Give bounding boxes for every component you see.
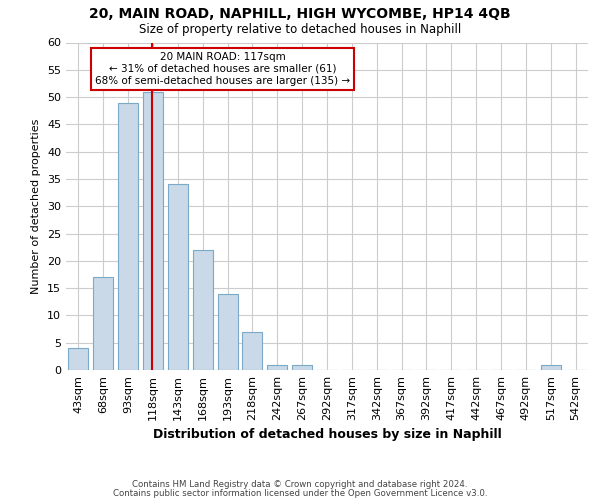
Text: Contains HM Land Registry data © Crown copyright and database right 2024.: Contains HM Land Registry data © Crown c…: [132, 480, 468, 489]
Y-axis label: Number of detached properties: Number of detached properties: [31, 118, 41, 294]
Bar: [218, 294, 238, 370]
Text: 20, MAIN ROAD, NAPHILL, HIGH WYCOMBE, HP14 4QB: 20, MAIN ROAD, NAPHILL, HIGH WYCOMBE, HP…: [89, 8, 511, 22]
Text: Size of property relative to detached houses in Naphill: Size of property relative to detached ho…: [139, 22, 461, 36]
Text: Contains public sector information licensed under the Open Government Licence v3: Contains public sector information licen…: [113, 489, 487, 498]
Bar: [292, 364, 312, 370]
Bar: [242, 332, 262, 370]
Bar: [168, 184, 188, 370]
Bar: [68, 348, 88, 370]
Bar: [143, 92, 163, 370]
Bar: [94, 277, 113, 370]
Bar: [268, 364, 287, 370]
Bar: [193, 250, 212, 370]
Bar: [118, 102, 138, 370]
Bar: [541, 364, 560, 370]
Text: 20 MAIN ROAD: 117sqm
← 31% of detached houses are smaller (61)
68% of semi-detac: 20 MAIN ROAD: 117sqm ← 31% of detached h…: [95, 52, 350, 86]
X-axis label: Distribution of detached houses by size in Naphill: Distribution of detached houses by size …: [152, 428, 502, 442]
